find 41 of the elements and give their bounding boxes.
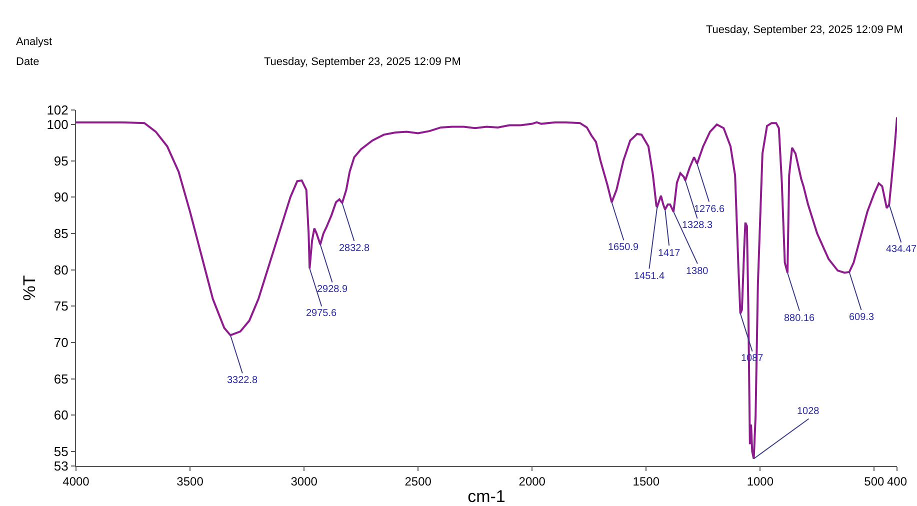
- y-tick-label: 53: [54, 458, 68, 474]
- annotation: 2975.6: [306, 308, 338, 319]
- x-tick-label: 2500: [404, 474, 432, 488]
- text: Date: [16, 56, 40, 68]
- annotation: 1451.4: [634, 271, 666, 282]
- annotation: 1380: [686, 266, 709, 277]
- x-tick-label: 2000: [518, 474, 546, 488]
- annotation: 1328.3: [682, 220, 714, 231]
- annotation: 1650.9: [608, 242, 640, 253]
- annotation: 609.3: [849, 312, 874, 323]
- y-axis-title: %T: [20, 275, 40, 301]
- x-tick-label: 3500: [176, 474, 204, 488]
- annotation: 2832.8: [339, 243, 370, 254]
- annotation: 1028: [797, 406, 820, 417]
- annotation: 434.47: [886, 244, 917, 255]
- y-tick-label: 70: [54, 335, 68, 350]
- y-tick-label: 100: [46, 117, 68, 132]
- x-tick-label: 1000: [746, 474, 774, 488]
- x-axis-title: cm-1: [468, 486, 506, 506]
- text: Tuesday, September 23, 2025 12:09 PM: [706, 24, 903, 36]
- y-tick-label: 102: [46, 102, 68, 118]
- annotation: 880.16: [784, 313, 816, 324]
- text: Tuesday, September 23, 2025 12:09 PM: [264, 56, 461, 68]
- text: Analyst: [16, 36, 52, 48]
- annotation: 2928.9: [317, 284, 348, 295]
- y-tick-label: 55: [54, 444, 68, 460]
- y-tick-label: 75: [54, 298, 68, 314]
- y-tick-label: 85: [54, 226, 68, 242]
- annotation: 3322.8: [227, 375, 258, 386]
- y-tick-label: 65: [54, 371, 68, 386]
- x-tick-label: 400: [886, 474, 908, 488]
- y-tick-label: 80: [54, 262, 68, 278]
- annotation: 1417: [658, 248, 681, 259]
- y-tick-label: 60: [54, 408, 68, 423]
- x-tick-label: 4000: [62, 474, 90, 488]
- x-tick-label: 500: [864, 474, 885, 488]
- y-tick-label: 90: [54, 190, 68, 205]
- x-tick-label: 1500: [632, 474, 660, 488]
- y-tick-label: 95: [54, 153, 68, 168]
- annotation: 1276.6: [694, 204, 726, 215]
- x-tick-label: 3000: [290, 474, 318, 488]
